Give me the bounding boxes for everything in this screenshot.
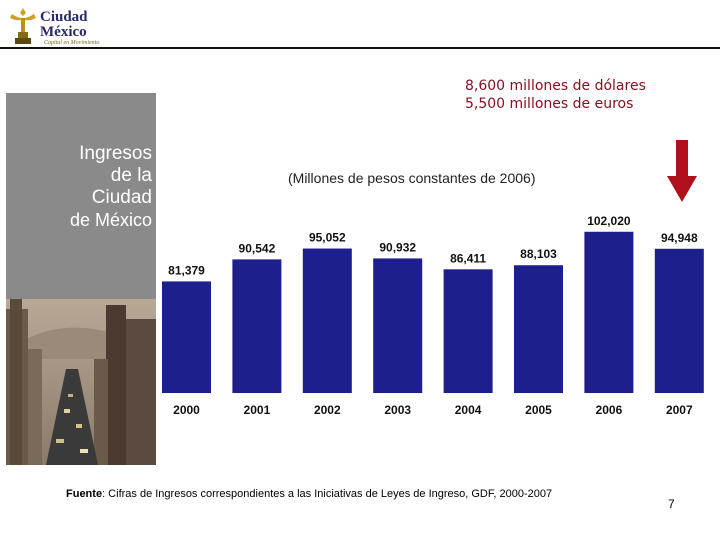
- bar-2000: [162, 281, 211, 393]
- value-label-2004: 86,411: [450, 251, 486, 265]
- year-label-2003: 2003: [384, 403, 411, 417]
- page-number: 7: [668, 497, 675, 511]
- bar-2006: [584, 231, 634, 393]
- city-skyline-photo: [6, 299, 156, 465]
- year-label-2000: 2000: [173, 403, 200, 417]
- panel-title-line: Ciudad: [91, 187, 152, 208]
- panel-title-line: Ingresos: [79, 143, 152, 164]
- side-panel: Ingresos de la Ciudad de México: [6, 93, 156, 465]
- value-label-2001: 90,542: [239, 241, 276, 255]
- conversion-eur: 5,500 millones de euros: [465, 96, 634, 112]
- source-note: Fuente: Cifras de Ingresos correspondien…: [66, 488, 552, 500]
- logo-subtitle: Capital en Movimiento: [44, 40, 100, 46]
- value-label-2003: 90,932: [379, 240, 416, 254]
- logo-line-2: México: [40, 24, 87, 40]
- bar-2004: [443, 269, 493, 393]
- year-label-2001: 2001: [244, 403, 271, 417]
- logo-wordmark: Ciudad México: [40, 10, 88, 40]
- value-label-2007: 94,948: [661, 231, 698, 245]
- bar-2002: [302, 248, 352, 393]
- currency-conversion: 8,600 millones de dólares 5,500 millones…: [465, 77, 646, 113]
- panel-title: Ingresos de la Ciudad de México: [6, 143, 152, 231]
- chart-subtitle: (Millones de pesos constantes de 2006): [288, 170, 536, 186]
- value-label-2006: 102,020: [587, 214, 631, 228]
- header-divider: [0, 47, 720, 49]
- down-arrow-icon: [667, 140, 697, 202]
- bar-2003: [373, 258, 423, 393]
- value-label-2005: 88,103: [520, 247, 557, 261]
- bar-2007: [654, 248, 704, 393]
- value-label-2000: 81,379: [168, 263, 205, 277]
- year-label-2006: 2006: [596, 403, 623, 417]
- city-logo: Ciudad México Capital en Movimiento: [6, 4, 102, 48]
- year-label-2004: 2004: [455, 403, 482, 417]
- panel-title-line: de la: [110, 165, 152, 186]
- bar-2005: [514, 265, 563, 393]
- panel-title-line: de México: [69, 210, 152, 230]
- conversion-usd: 8,600 millones de dólares: [465, 78, 646, 94]
- year-label-2005: 2005: [525, 403, 552, 417]
- source-text: : Cifras de Ingresos correspondientes a …: [102, 488, 553, 500]
- year-label-2002: 2002: [314, 403, 341, 417]
- source-label: Fuente: [66, 488, 103, 500]
- logo-line-1: Ciudad: [40, 9, 88, 25]
- bar-2001: [232, 259, 282, 393]
- value-label-2002: 95,052: [309, 231, 346, 245]
- angel-statue-icon: [10, 8, 36, 44]
- year-label-2007: 2007: [666, 403, 693, 417]
